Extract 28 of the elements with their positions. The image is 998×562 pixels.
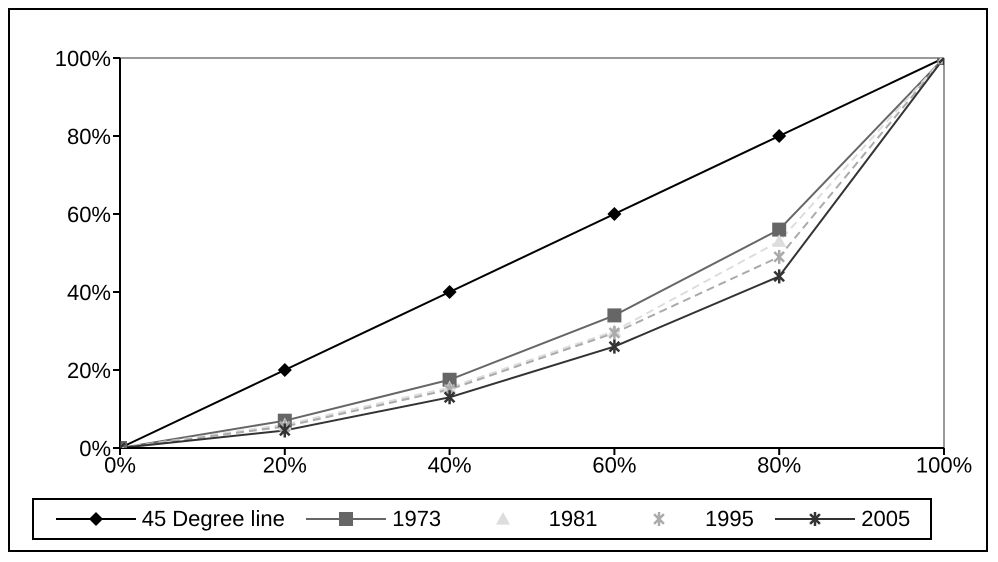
point xyxy=(607,308,622,322)
point xyxy=(773,248,786,266)
point xyxy=(442,285,457,299)
y-tick-label: 100% xyxy=(54,46,111,71)
x-tick-label: 60% xyxy=(592,452,636,478)
point xyxy=(772,129,786,143)
y-tick-label: 60% xyxy=(66,202,111,227)
point xyxy=(772,222,786,237)
y-tick-label: 20% xyxy=(66,358,111,383)
x-tick-label: 20% xyxy=(262,452,307,478)
y-tick-label: 80% xyxy=(66,124,111,149)
point xyxy=(772,234,786,247)
point xyxy=(278,363,292,377)
legend-label: 2005 xyxy=(861,506,910,532)
point xyxy=(608,324,621,342)
point xyxy=(608,338,621,355)
point xyxy=(443,389,456,406)
point xyxy=(607,207,622,221)
x-tick-label: 100% xyxy=(916,452,972,478)
x-tick-label: 40% xyxy=(428,452,472,478)
legend-label: 45 Degree line xyxy=(142,506,285,532)
legend-label: 1981 xyxy=(548,506,598,532)
legend-label: 1973 xyxy=(392,506,442,532)
point xyxy=(773,268,786,285)
x-tick-label: 80% xyxy=(757,452,802,478)
legend-label: 1995 xyxy=(704,506,754,532)
y-tick-label: 40% xyxy=(66,280,111,305)
point xyxy=(278,422,291,439)
